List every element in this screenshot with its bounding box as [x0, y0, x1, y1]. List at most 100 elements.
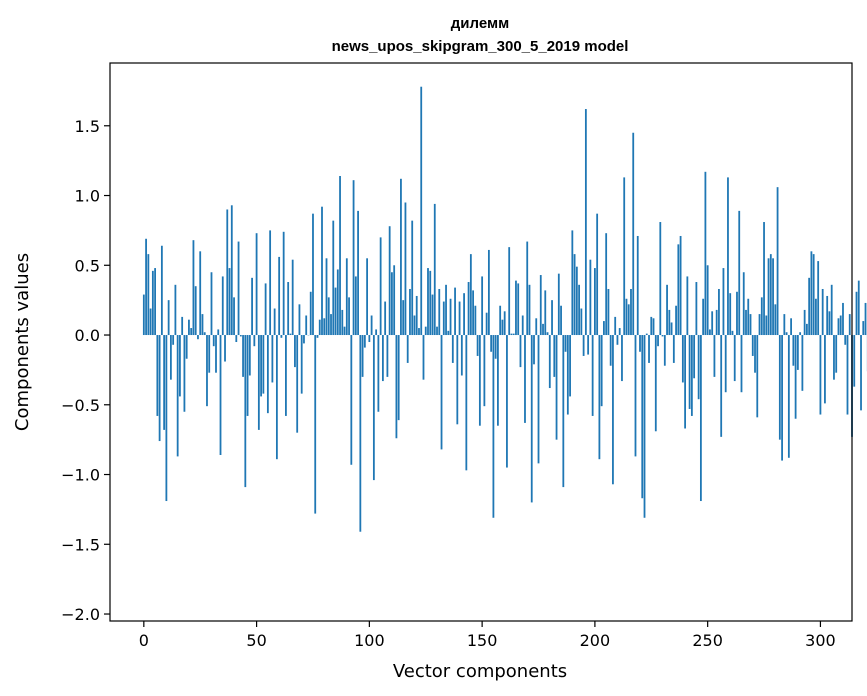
bar: [794, 335, 797, 419]
bar: [632, 132, 635, 336]
x-axis-ticks: 0 50 100 150 200 250 300: [139, 621, 836, 650]
bar: [456, 335, 459, 425]
bar: [614, 316, 617, 336]
bar: [819, 335, 822, 415]
bar: [652, 318, 655, 336]
bar: [848, 314, 851, 336]
bar: [643, 335, 646, 518]
bar: [402, 300, 405, 336]
bar: [799, 332, 802, 336]
bar: [465, 335, 468, 471]
bar: [826, 295, 829, 336]
bar: [280, 335, 283, 338]
y-axis-ticks: −2.0 −1.5 −1.0 −0.5 0.0 0.5 1.0 1.5: [61, 117, 110, 624]
bar: [221, 276, 224, 336]
bar: [618, 328, 621, 336]
bar: [260, 335, 262, 397]
bar: [145, 238, 147, 336]
bar: [709, 329, 711, 336]
bar-series: [142, 86, 867, 532]
y-tick-label: 0.0: [75, 326, 100, 345]
bar: [679, 235, 682, 336]
bar: [591, 335, 594, 416]
bar: [391, 272, 393, 336]
bar: [330, 314, 332, 336]
bar: [487, 249, 490, 336]
bar: [706, 265, 709, 336]
bar: [325, 258, 328, 336]
bar: [792, 335, 795, 366]
bar: [634, 335, 637, 457]
bar: [440, 335, 443, 450]
bar: [298, 304, 301, 336]
bar: [497, 335, 499, 426]
bar: [406, 335, 409, 363]
bar: [688, 335, 691, 409]
bar: [857, 280, 860, 336]
bar: [361, 335, 364, 377]
bar: [433, 203, 436, 336]
bar: [199, 251, 202, 336]
bar: [740, 335, 743, 393]
bar: [587, 335, 590, 355]
bar: [393, 265, 396, 336]
bar: [650, 316, 653, 336]
bar: [285, 335, 287, 416]
bar: [481, 276, 484, 336]
x-tick-label: 0: [139, 631, 149, 650]
bar: [381, 335, 384, 382]
bar: [154, 268, 156, 336]
bar: [467, 282, 470, 336]
x-tick-label: 100: [354, 631, 385, 650]
bar: [341, 309, 344, 336]
bar: [269, 230, 272, 336]
chart-title-line-2: news_upos_skipgram_300_5_2019 model: [332, 38, 629, 55]
bar: [539, 275, 542, 336]
bar: [835, 335, 838, 373]
bar: [801, 335, 804, 391]
bar: [370, 315, 373, 336]
bar: [379, 237, 382, 336]
bar: [844, 335, 847, 345]
bar: [686, 276, 689, 336]
bar: [530, 335, 533, 503]
bar: [817, 261, 820, 336]
y-axis-label: Components values: [12, 253, 33, 431]
x-tick-label: 300: [805, 631, 836, 650]
bar: [156, 335, 159, 416]
bar: [411, 220, 414, 336]
bar: [578, 284, 580, 336]
bar: [641, 335, 644, 499]
bar: [375, 329, 378, 336]
bar: [244, 335, 247, 488]
bar: [544, 290, 547, 336]
bar: [460, 335, 463, 376]
bar: [174, 284, 177, 336]
bar: [535, 318, 538, 336]
bar: [282, 231, 285, 336]
bar: [564, 335, 567, 352]
bar: [713, 335, 716, 377]
bar: [388, 226, 391, 336]
bar: [645, 333, 648, 336]
bar: [163, 335, 166, 430]
bar: [352, 180, 355, 336]
bar: [303, 335, 305, 344]
chart-title-line-1: дилемм: [451, 15, 509, 32]
bar: [659, 222, 662, 336]
x-tick-label: 50: [246, 631, 266, 650]
bar: [731, 330, 734, 336]
bar: [323, 318, 326, 336]
bar: [449, 298, 452, 336]
bar: [142, 294, 145, 336]
bar: [418, 328, 420, 336]
bar: [654, 335, 657, 432]
bar: [625, 298, 628, 336]
bar: [862, 321, 865, 336]
bar: [377, 335, 380, 412]
bar: [553, 335, 556, 377]
bar: [763, 222, 765, 336]
bar: [492, 335, 495, 518]
bar: [354, 276, 357, 336]
